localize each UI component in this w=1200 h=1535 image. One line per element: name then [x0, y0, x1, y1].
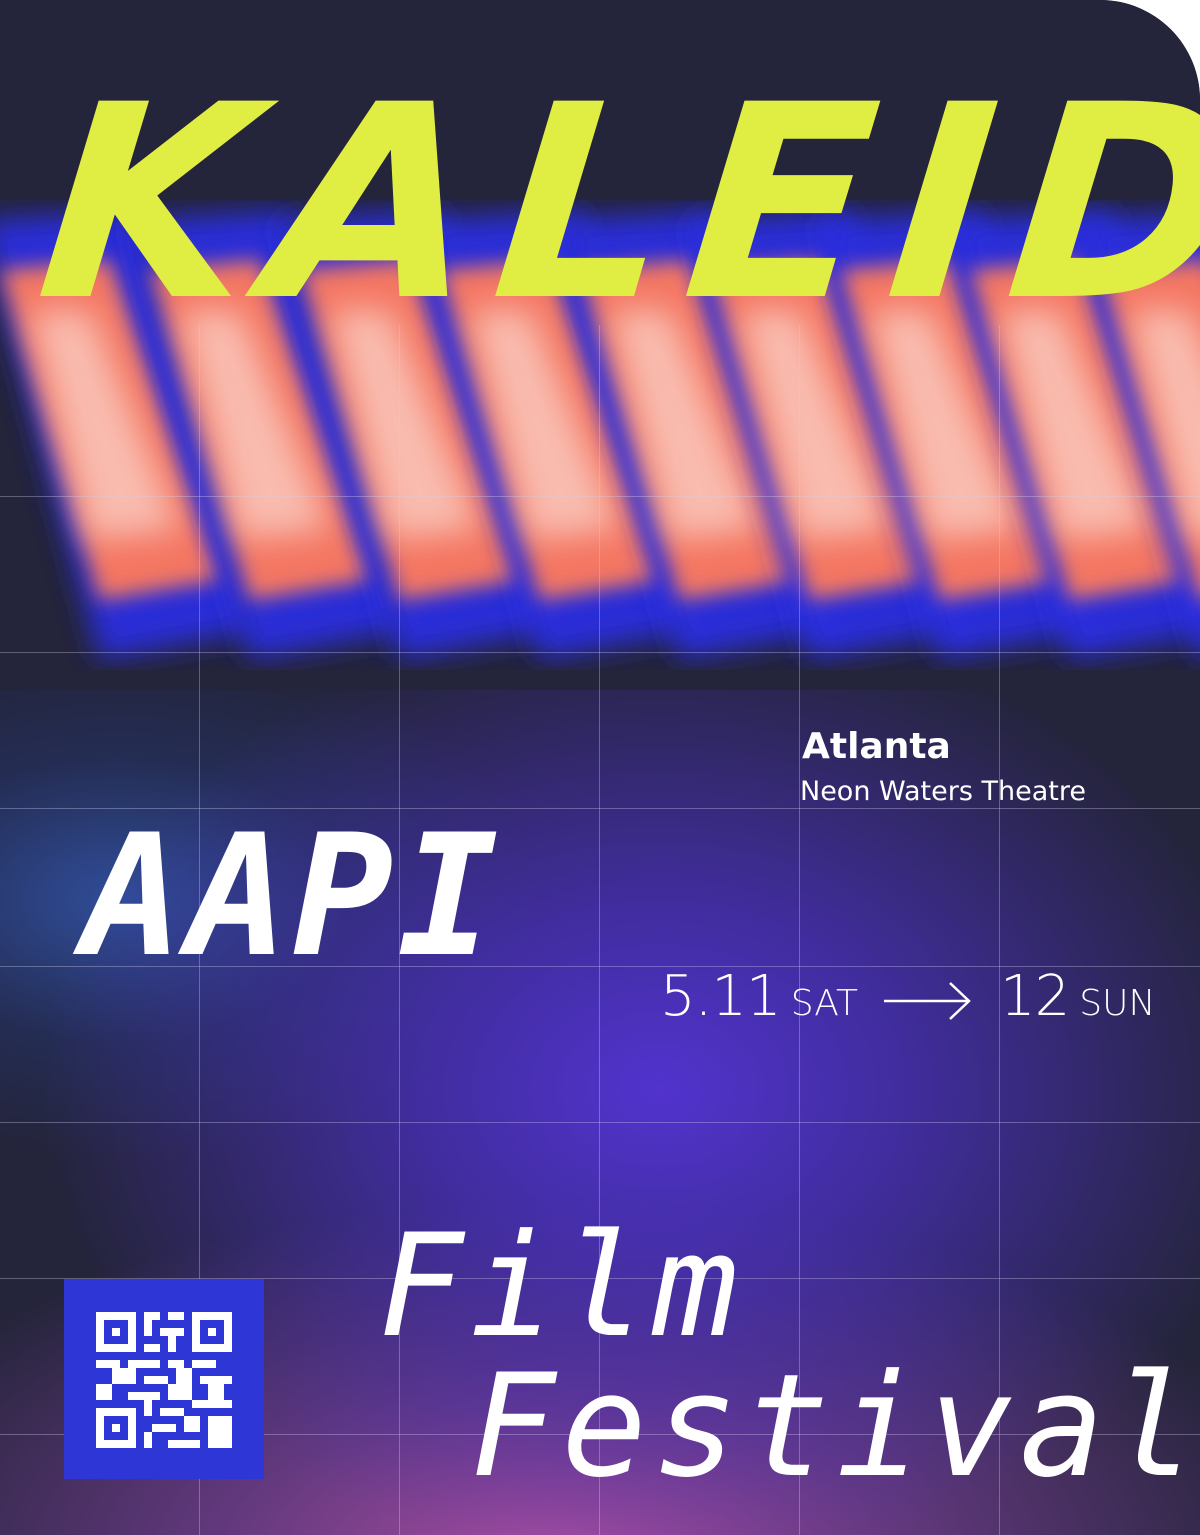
qr-code[interactable] [64, 1279, 264, 1479]
city-name: Atlanta [802, 726, 951, 767]
streak-shape [870, 310, 1020, 540]
end-day: SUN [1079, 983, 1156, 1024]
festival-word: Festival [470, 1344, 1200, 1509]
qr-code-icon [96, 1312, 232, 1448]
end-date: 12 [1000, 964, 1070, 1029]
venue-name: Neon Waters Theatre [800, 776, 1086, 807]
long-right-arrow-icon [882, 981, 974, 1021]
streak-shape [30, 310, 180, 540]
heritage-label: AAPI [82, 798, 503, 994]
festival-title: KALEIDO [27, 48, 1200, 360]
streak-shape [180, 310, 330, 540]
streak-shape [1000, 310, 1150, 540]
film-word: Film [378, 1204, 744, 1369]
event-dates: 5.11 SAT 12 SUN [660, 964, 1155, 1029]
streak-shape [740, 310, 890, 540]
streak-shape [610, 310, 760, 540]
start-day: SAT [790, 983, 859, 1024]
start-date: 5.11 [660, 964, 782, 1029]
streak-shape [1130, 310, 1200, 540]
blurred-streaks-artwork [0, 200, 1200, 670]
streak-shape [470, 310, 620, 540]
streak-shape [330, 310, 480, 540]
